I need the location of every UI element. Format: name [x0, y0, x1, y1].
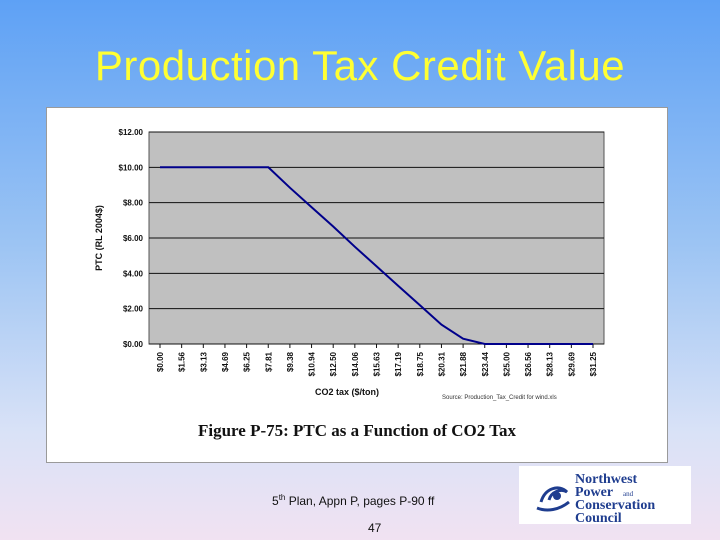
x-tick-label: $25.00: [502, 351, 511, 376]
footnote-rest: Plan, Appn P, pages P-90 ff: [285, 494, 435, 508]
x-tick-label: $3.13: [199, 351, 208, 372]
y-tick-label: $0.00: [123, 340, 144, 349]
ptc-line-chart: $0.00 $2.00 $4.00 $6.00 $8.00 $10.00 $12.00 $0…: [94, 128, 605, 401]
figure-frame: $0.00 $2.00 $4.00 $6.00 $8.00 $10.00 $12.00 $0…: [46, 107, 668, 463]
y-axis-ticks: $0.00 $2.00 $4.00 $6.00 $8.00 $10.00 $12.00: [119, 128, 144, 349]
y-axis-label: PTC (RL 2004$): [94, 205, 104, 271]
x-tick-label: $14.06: [351, 351, 360, 376]
x-tick-label: $18.75: [416, 351, 425, 376]
x-tick-label: $31.25: [589, 351, 598, 376]
logo-line-1: Northwest: [575, 472, 638, 487]
footnote: 5th Plan, Appn P, pages P-90 ff: [272, 493, 434, 508]
x-tick-label: $4.69: [221, 351, 230, 372]
y-tick-label: $4.00: [123, 269, 144, 278]
x-axis-label: CO2 tax ($/ton): [315, 387, 379, 397]
y-tick-label: $6.00: [123, 234, 144, 243]
logo-line-4: Council: [575, 511, 622, 524]
x-tick-label: $21.88: [459, 351, 468, 376]
council-logo: Northwest Power and Conservation Council: [519, 466, 691, 524]
x-tick-label: $29.69: [567, 351, 576, 376]
x-tick-label: $20.31: [437, 351, 446, 376]
y-tick-label: $12.00: [119, 128, 144, 137]
x-tick-label: $10.94: [308, 351, 317, 376]
source-note: Source: Production_Tax_Credit for wind.x…: [442, 395, 557, 401]
x-tick-label: $12.50: [329, 351, 338, 376]
logo-line-3: Conservation: [575, 498, 655, 513]
logo-line-2: Power: [575, 485, 613, 500]
x-tick-label: $28.13: [546, 351, 555, 376]
x-tick-label: $1.56: [178, 351, 187, 372]
slide-title: Production Tax Credit Value: [94, 42, 626, 89]
x-tick-label: $23.44: [481, 351, 490, 376]
x-axis-ticks: $0.00 $1.56 $3.13 $4.69 $6.25 $7.81 $9.38 $10.9…: [156, 344, 598, 376]
x-tick-label: $6.25: [243, 351, 252, 372]
y-tick-label: $10.00: [119, 163, 144, 172]
y-tick-label: $2.00: [123, 305, 144, 314]
footnote-sup: th: [278, 493, 286, 502]
x-tick-label: $9.38: [286, 351, 295, 372]
x-tick-label: $26.56: [524, 351, 533, 376]
footnote-prefix: 5: [272, 494, 279, 508]
x-tick-label: $0.00: [156, 351, 165, 372]
logo-line-2-small: and: [623, 490, 634, 498]
figure-caption: Figure P-75: PTC as a Function of CO2 Ta…: [198, 421, 516, 440]
x-tick-label: $17.19: [394, 351, 403, 376]
wave-icon: [536, 486, 570, 512]
y-tick-label: $8.00: [123, 199, 144, 208]
x-tick-label: $7.81: [264, 351, 273, 372]
series-line: [160, 166, 593, 345]
x-tick-label: $15.63: [373, 351, 382, 376]
page-number: 47: [368, 521, 382, 535]
